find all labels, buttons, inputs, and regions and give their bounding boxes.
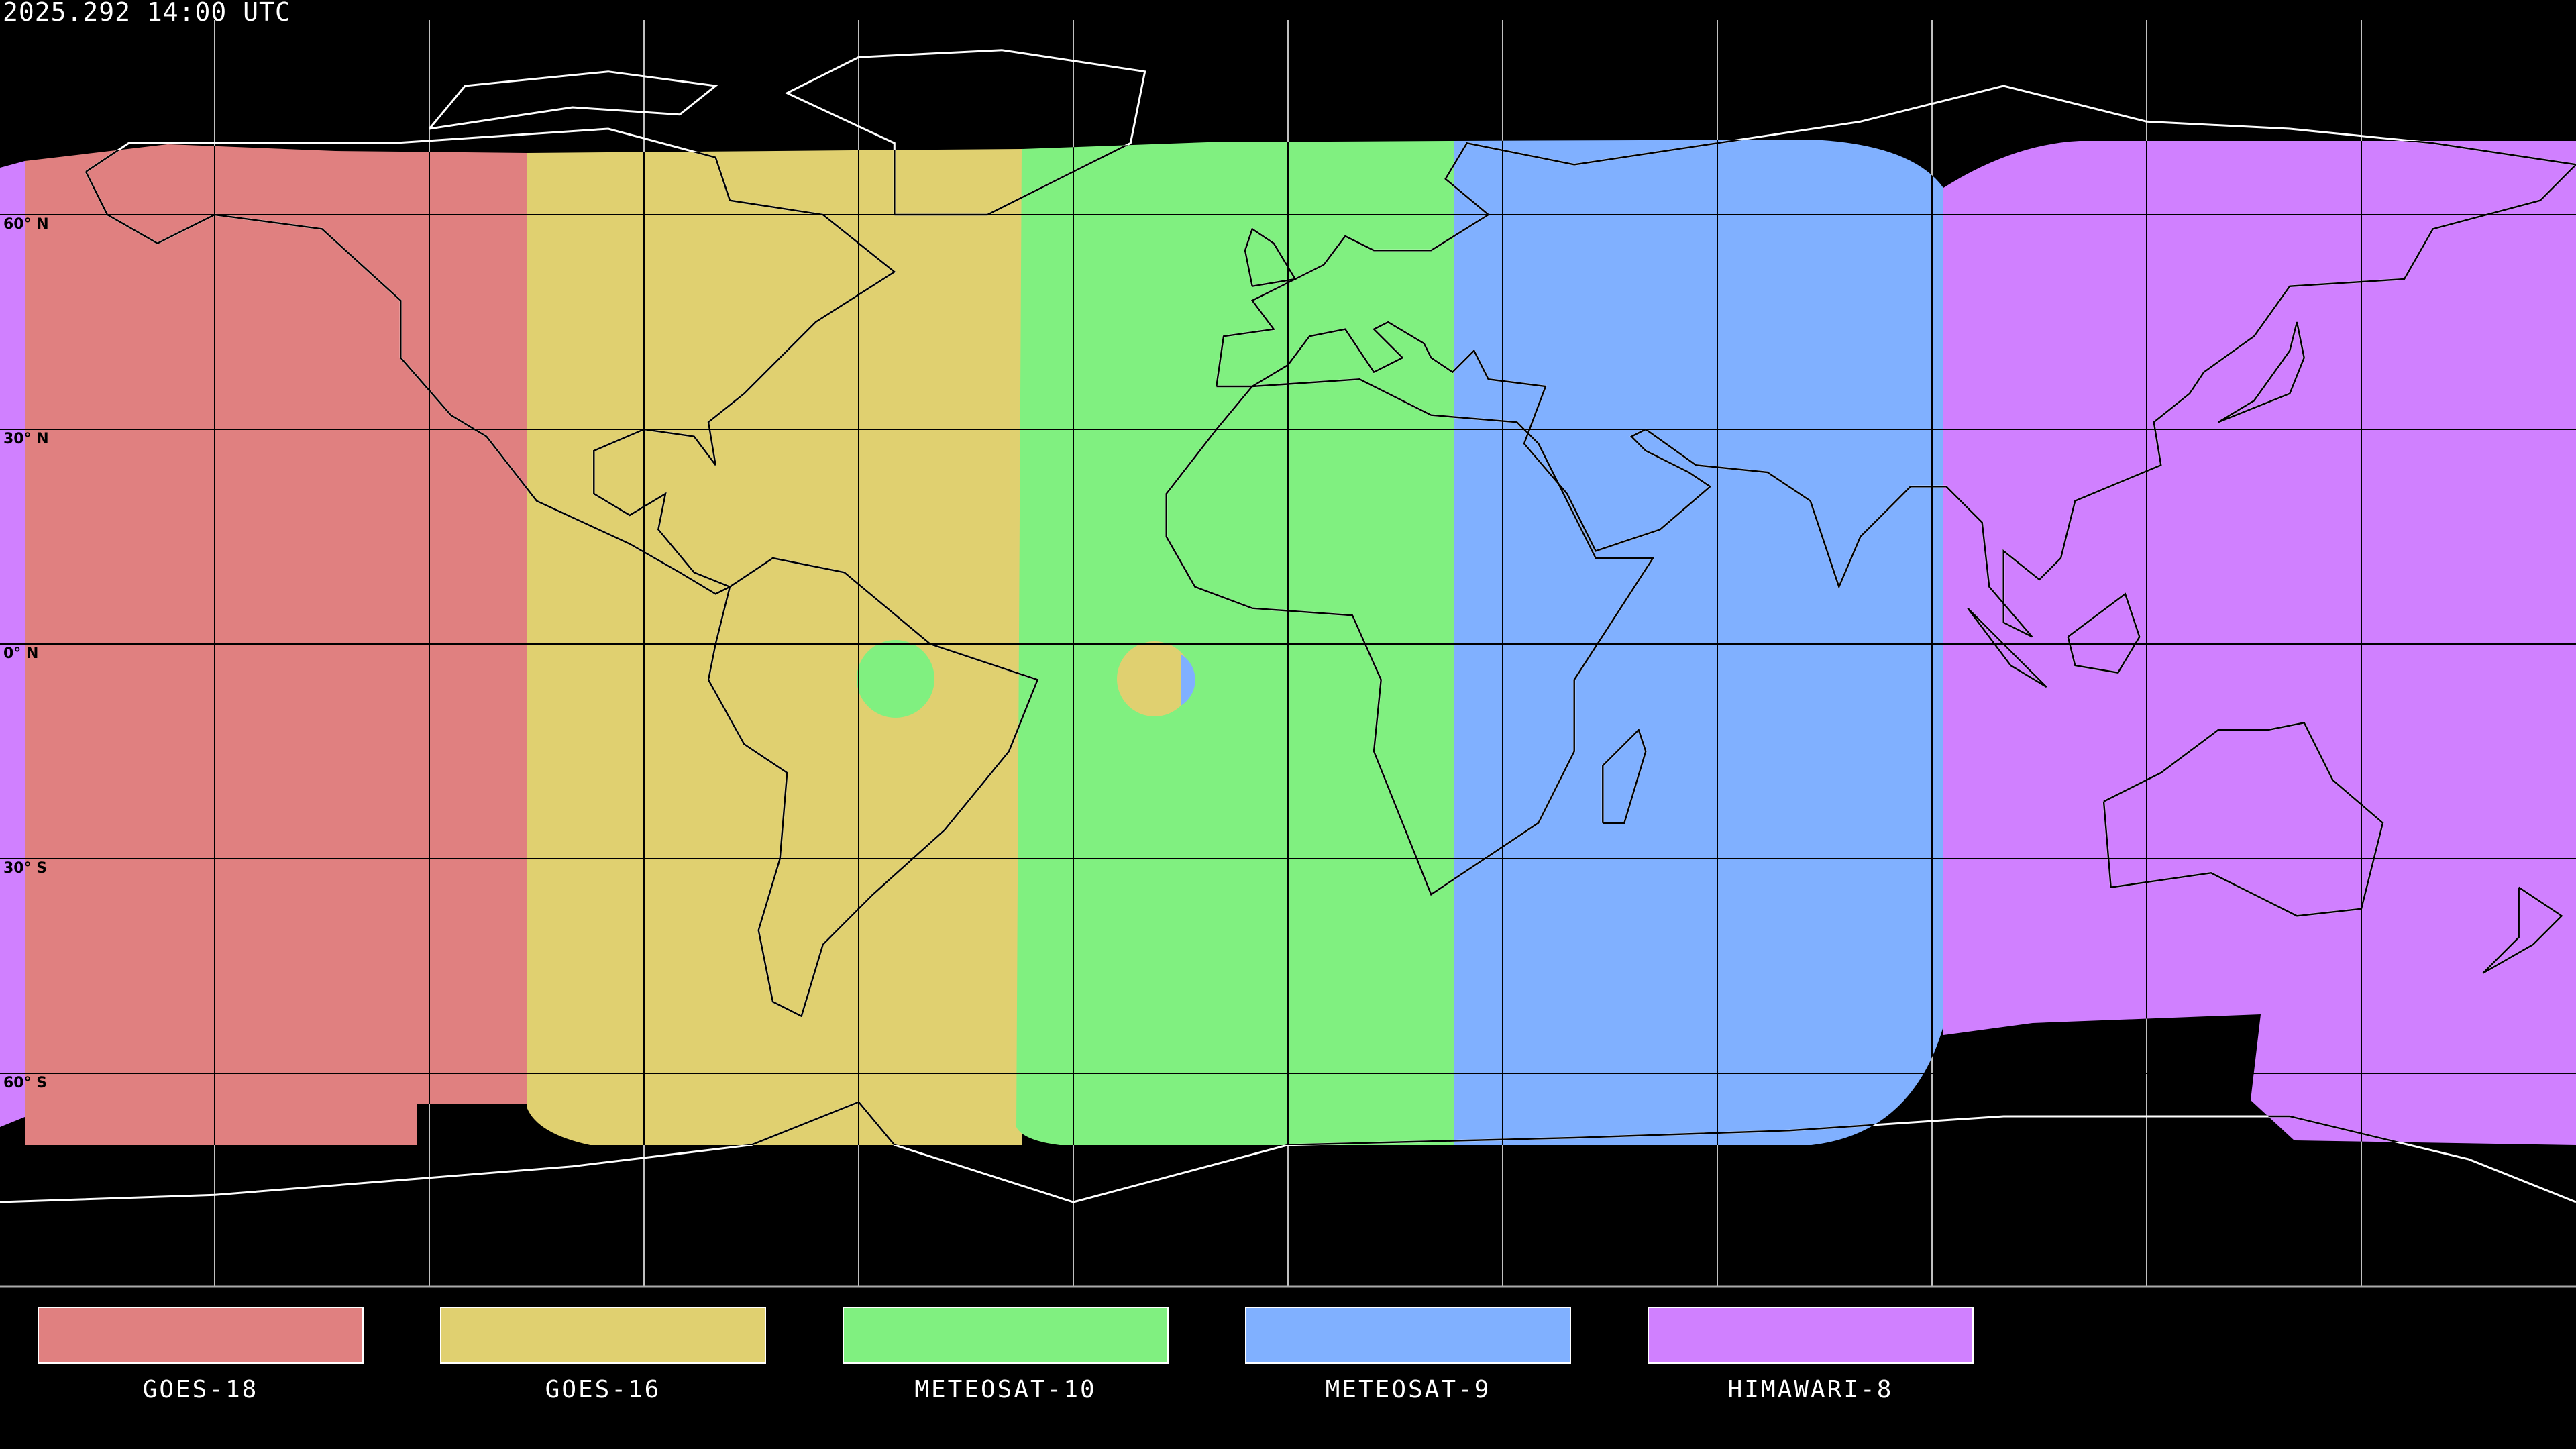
satellite-coverage-map [0, 20, 2576, 1288]
timestamp-title: 2025.292 14:00 UTC [3, 0, 291, 27]
legend-swatch [38, 1307, 364, 1364]
legend-label: METEOSAT-10 [914, 1376, 1097, 1403]
legend-swatch [440, 1307, 766, 1364]
legend-label: METEOSAT-9 [1325, 1376, 1491, 1403]
legend-swatch [843, 1307, 1169, 1364]
lat-label-0n: 0° N [3, 645, 39, 662]
coastline-new-zealand-dark [2482, 886, 2563, 974]
legend-item-himawari-8: HIMAWARI-8 [1648, 1307, 1974, 1403]
meteosat-10-coverage [1016, 141, 1454, 1145]
coastline-australia-dark [2102, 721, 2384, 917]
legend-swatch [1245, 1307, 1571, 1364]
goes-16-overlap-spot [1117, 641, 1192, 716]
legend-item-meteosat-9: METEOSAT-9 [1245, 1307, 1571, 1403]
coastline-arctic-islands [428, 70, 718, 130]
legend-label: HIMAWARI-8 [1727, 1376, 1894, 1403]
legend-item-goes-16: GOES-16 [440, 1307, 766, 1403]
legend-item-meteosat-10: METEOSAT-10 [843, 1307, 1169, 1403]
himawari-8-coverage-east [1943, 141, 2576, 1145]
coastline-borneo-dark [2067, 592, 2141, 674]
lat-label-60s: 60° S [3, 1075, 48, 1091]
graticule [0, 20, 2576, 1287]
coastline-eurasia-dark [1216, 140, 2576, 638]
coverage-bands [0, 140, 2576, 1145]
legend-item-goes-18: GOES-18 [38, 1307, 364, 1403]
legend-label: GOES-18 [142, 1376, 259, 1403]
meteosat-9-coverage [1454, 140, 1943, 1145]
meteosat-9-overlap-spot [1181, 654, 1195, 706]
coastline-japan-dark [2218, 321, 2305, 423]
meteosat-10-overlap-spot [857, 640, 934, 718]
coastline-antarctica [0, 1100, 2576, 1203]
coastline-sumatra-dark [1967, 607, 2047, 688]
coastline-madagascar-dark [1602, 728, 1647, 824]
coastline-south-america-dark [707, 557, 1039, 1018]
coastline-greenland-dark [785, 140, 1146, 216]
lat-label-30n: 30° N [3, 431, 49, 447]
goes-16-coverage [527, 149, 1022, 1145]
legend-swatch [1648, 1307, 1974, 1364]
legend-label: GOES-16 [545, 1376, 661, 1403]
lat-label-60n: 60° N [3, 216, 49, 233]
lat-label-30s: 30° S [3, 860, 48, 877]
coastline-north-america-dark [85, 140, 896, 595]
